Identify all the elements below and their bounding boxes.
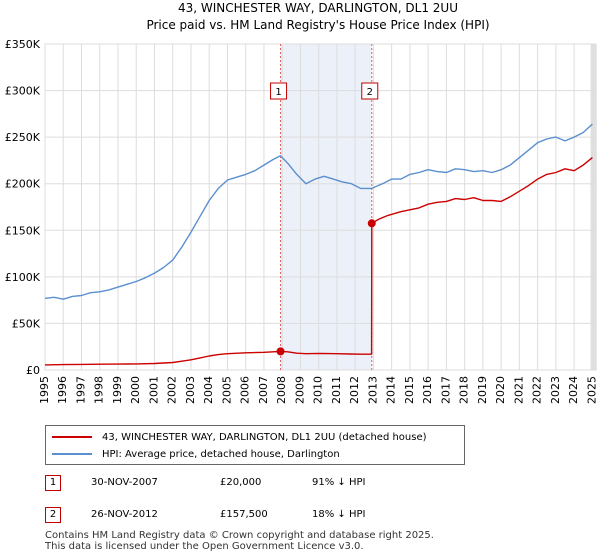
- x-tick-label: 2019: [476, 376, 489, 404]
- transaction-price: £157,500: [220, 509, 268, 520]
- legend-label-property: 43, WINCHESTER WAY, DARLINGTON, DL1 2UU …: [102, 431, 427, 443]
- x-tick-label: 2020: [494, 376, 507, 404]
- y-tick-label: £50K: [12, 317, 41, 330]
- legend-line-hpi: [52, 453, 92, 455]
- legend-label-hpi: HPI: Average price, detached house, Darl…: [102, 448, 340, 460]
- x-tick-label: 1995: [38, 376, 51, 404]
- x-axis: 1995 1996 1997 1998 1999 2000 2001 2002 2003 2004…: [38, 376, 598, 404]
- transaction-point: [276, 347, 285, 356]
- legend-item-hpi: HPI: Average price, detached house, Darl…: [52, 446, 340, 462]
- chart-title: 43, WINCHESTER WAY, DARLINGTON, DL1 2UU: [178, 1, 458, 15]
- y-axis: £0 £50K £100K £150K £200K £250K £300K £350K: [5, 38, 41, 377]
- y-tick-label: £100K: [5, 271, 41, 284]
- legend-item-property: 43, WINCHESTER WAY, DARLINGTON, DL1 2UU …: [52, 429, 427, 445]
- x-tick-label: 2006: [239, 376, 252, 404]
- transaction-badge-label: 2: [367, 87, 373, 98]
- x-tick-label: 2016: [421, 376, 434, 404]
- x-tick-label: 1996: [56, 376, 69, 404]
- x-tick-label: 2007: [257, 376, 270, 404]
- x-tick-label: 1997: [74, 376, 87, 404]
- future-band: [590, 44, 596, 370]
- footer: Contains HM Land Registry data © Crown c…: [45, 530, 434, 552]
- x-tick-label: 2003: [184, 376, 197, 404]
- legend: 43, WINCHESTER WAY, DARLINGTON, DL1 2UU …: [45, 425, 465, 465]
- x-tick-label: 2024: [567, 376, 580, 404]
- transaction-point: [367, 219, 376, 228]
- x-tick-label: 2000: [129, 376, 142, 404]
- transaction-marker: 1: [45, 475, 61, 491]
- x-tick-label: 2002: [166, 376, 179, 404]
- x-tick-label: 2018: [458, 376, 471, 404]
- y-tick-label: £0: [26, 364, 40, 377]
- x-tick-label: 2010: [312, 376, 325, 404]
- x-tick-label: 2001: [147, 376, 160, 404]
- transaction-date: 26-NOV-2012: [91, 509, 158, 520]
- transaction-badge-label: 1: [275, 87, 281, 98]
- y-tick-label: £200K: [5, 178, 41, 191]
- transaction-bands: [280, 44, 596, 370]
- x-tick-label: 2014: [385, 376, 398, 404]
- hpi-line: [44, 123, 593, 300]
- x-tick-label: 1999: [111, 376, 124, 404]
- series-layer: [44, 123, 593, 366]
- transaction-price: £20,000: [220, 477, 262, 488]
- ownership-band: [280, 44, 372, 370]
- y-tick-label: £150K: [5, 224, 41, 237]
- x-tick-label: 2015: [403, 376, 416, 404]
- transaction-hpi-change: 18% ↓ HPI: [312, 509, 366, 520]
- y-tick-label: £350K: [5, 38, 41, 51]
- legend-line-property: [52, 436, 92, 438]
- x-tick-label: 1998: [93, 376, 106, 404]
- x-tick-label: 2004: [202, 376, 215, 404]
- transaction-marker: 2: [45, 507, 61, 523]
- x-tick-label: 2005: [220, 376, 233, 404]
- x-tick-label: 2022: [531, 376, 544, 404]
- footer-line-2: This data is licensed under the Open Gov…: [45, 541, 364, 552]
- transaction-badge: [270, 82, 288, 100]
- x-tick-label: 2025: [585, 376, 598, 404]
- price-chart: 43, WINCHESTER WAY, DARLINGTON, DL1 2UU …: [5, 1, 599, 404]
- x-tick-label: 2011: [330, 376, 343, 404]
- x-tick-label: 2021: [512, 376, 525, 404]
- y-tick-label: £300K: [5, 85, 41, 98]
- chart-subtitle: Price paid vs. HM Land Registry's House …: [146, 18, 489, 32]
- x-tick-label: 2023: [549, 376, 562, 404]
- transaction-date: 30-NOV-2007: [91, 477, 158, 488]
- transaction-badge: [361, 82, 379, 100]
- x-tick-label: 2012: [348, 376, 361, 404]
- x-tick-label: 2008: [275, 376, 288, 404]
- x-tick-label: 2009: [293, 376, 306, 404]
- x-tick-label: 2013: [366, 376, 379, 404]
- y-tick-label: £250K: [5, 131, 41, 144]
- grid: [44, 43, 596, 371]
- x-tick-label: 2017: [439, 376, 452, 404]
- property-price-line: [44, 157, 593, 366]
- transaction-hpi-change: 91% ↓ HPI: [312, 477, 366, 488]
- footer-line-1: Contains HM Land Registry data © Crown c…: [45, 530, 434, 541]
